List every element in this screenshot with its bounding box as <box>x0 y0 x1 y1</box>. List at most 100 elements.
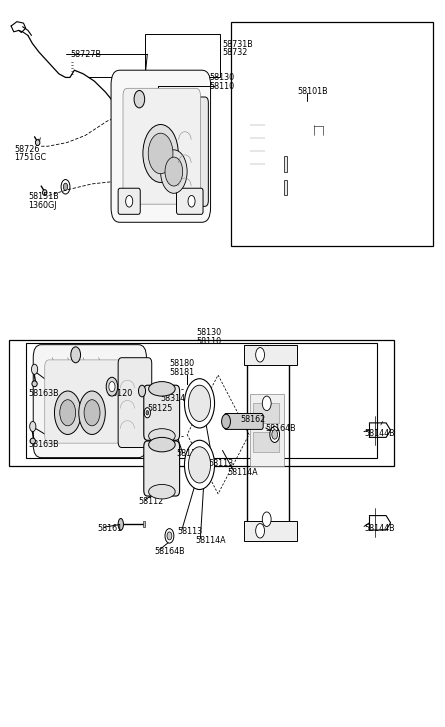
Circle shape <box>71 347 81 363</box>
Bar <box>9 340 394 466</box>
Circle shape <box>144 408 150 418</box>
Ellipse shape <box>185 441 214 489</box>
Ellipse shape <box>121 107 129 125</box>
Circle shape <box>222 414 231 429</box>
Circle shape <box>79 391 105 435</box>
Bar <box>250 394 284 466</box>
Bar <box>253 403 279 423</box>
Ellipse shape <box>43 190 47 196</box>
Text: 58163B: 58163B <box>28 390 59 398</box>
Text: 58113: 58113 <box>208 459 234 468</box>
FancyBboxPatch shape <box>144 441 180 496</box>
FancyBboxPatch shape <box>144 385 180 441</box>
Text: 58164B: 58164B <box>154 547 185 555</box>
Circle shape <box>125 196 133 207</box>
Text: 58110: 58110 <box>209 81 235 91</box>
Ellipse shape <box>149 382 175 396</box>
Text: 58113: 58113 <box>178 527 202 536</box>
Bar <box>253 432 279 452</box>
FancyBboxPatch shape <box>118 358 152 448</box>
Text: 58114A: 58114A <box>228 467 259 477</box>
Circle shape <box>54 391 81 435</box>
Text: 58314: 58314 <box>161 395 186 403</box>
Circle shape <box>143 124 178 182</box>
Ellipse shape <box>272 430 278 439</box>
Text: 58163B: 58163B <box>28 440 59 449</box>
Circle shape <box>188 196 195 207</box>
Bar <box>145 34 220 78</box>
PathPatch shape <box>287 135 302 235</box>
Circle shape <box>161 150 187 193</box>
Text: 58144B: 58144B <box>364 524 395 533</box>
Text: 58130: 58130 <box>196 328 221 337</box>
Ellipse shape <box>188 385 210 422</box>
Circle shape <box>32 364 38 374</box>
Text: 58112: 58112 <box>138 497 164 505</box>
Circle shape <box>262 396 271 411</box>
Text: 58130: 58130 <box>209 73 235 82</box>
Text: 58727B: 58727B <box>70 50 101 60</box>
Bar <box>244 521 297 541</box>
Ellipse shape <box>165 529 174 543</box>
Text: 58125: 58125 <box>147 404 173 413</box>
Circle shape <box>60 400 76 426</box>
Ellipse shape <box>149 484 175 499</box>
FancyBboxPatch shape <box>45 360 133 443</box>
Text: 58732: 58732 <box>222 48 248 57</box>
Text: 58110: 58110 <box>196 337 221 345</box>
Circle shape <box>148 133 173 174</box>
Text: 1751GC: 1751GC <box>15 153 47 162</box>
Bar <box>231 22 433 246</box>
Bar <box>283 180 287 196</box>
Ellipse shape <box>30 438 36 444</box>
Circle shape <box>61 180 70 194</box>
Ellipse shape <box>188 447 210 483</box>
Ellipse shape <box>149 438 175 452</box>
Ellipse shape <box>149 429 175 443</box>
Circle shape <box>106 377 117 396</box>
Ellipse shape <box>36 140 40 145</box>
PathPatch shape <box>238 106 244 175</box>
PathPatch shape <box>250 106 266 172</box>
Circle shape <box>256 348 264 362</box>
Circle shape <box>109 382 115 392</box>
FancyBboxPatch shape <box>111 71 210 222</box>
PathPatch shape <box>302 135 334 235</box>
Text: 58181: 58181 <box>170 368 194 377</box>
Text: 58144B: 58144B <box>364 428 395 438</box>
FancyBboxPatch shape <box>177 188 203 214</box>
Circle shape <box>165 157 183 186</box>
PathPatch shape <box>245 104 250 174</box>
FancyBboxPatch shape <box>224 414 263 430</box>
Ellipse shape <box>118 518 123 530</box>
Ellipse shape <box>270 427 279 443</box>
Text: 58164B: 58164B <box>265 424 295 433</box>
Bar <box>244 345 297 365</box>
Circle shape <box>146 411 149 415</box>
Text: 58101B: 58101B <box>298 87 328 96</box>
Circle shape <box>138 385 146 397</box>
Ellipse shape <box>32 381 37 387</box>
Bar <box>143 521 145 527</box>
FancyBboxPatch shape <box>123 88 200 204</box>
Text: 58114A: 58114A <box>195 536 226 545</box>
FancyBboxPatch shape <box>177 97 208 206</box>
Circle shape <box>256 523 264 538</box>
Text: 58731B: 58731B <box>222 39 253 49</box>
Circle shape <box>134 90 145 108</box>
Text: 58112: 58112 <box>177 449 202 458</box>
Text: 58162: 58162 <box>240 416 265 425</box>
Circle shape <box>84 400 100 426</box>
Text: 58120: 58120 <box>108 390 133 398</box>
FancyBboxPatch shape <box>118 188 140 214</box>
Bar <box>26 343 377 458</box>
Ellipse shape <box>167 532 172 540</box>
Text: 58726: 58726 <box>15 145 40 153</box>
Circle shape <box>262 512 271 526</box>
Circle shape <box>30 422 36 432</box>
FancyBboxPatch shape <box>33 345 146 458</box>
Text: 58151B: 58151B <box>28 193 59 201</box>
Circle shape <box>63 183 68 190</box>
Text: 58180: 58180 <box>170 359 194 368</box>
Ellipse shape <box>185 379 214 428</box>
